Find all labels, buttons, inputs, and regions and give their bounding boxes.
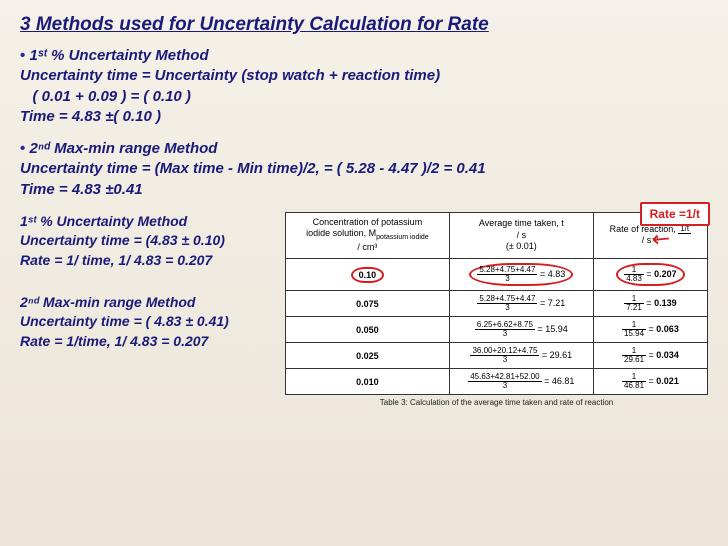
- cell-avg-time: 6.25+6.62+8.753 = 15.94: [449, 317, 593, 343]
- method1-line2: ( 0.01 + 0.09 ) = ( 0.10 ): [20, 87, 708, 107]
- cell-rate: 17.21 = 0.139: [593, 291, 707, 317]
- left-blocks: 1ˢᵗ % Uncertainty Method Uncertainty tim…: [20, 212, 275, 407]
- block2-line2: Rate = 1/time, 1/ 4.83 = 0.207: [20, 332, 275, 352]
- table-container: Rate =1/t ↙ Concentration of potassium i…: [285, 212, 708, 407]
- cell-rate: 146.81 = 0.021: [593, 369, 707, 395]
- cell-avg-time: 5.28+4.75+4.473 = 7.21: [449, 291, 593, 317]
- table-row: 0.02536.00+20.12+4.753 = 29.61129.61 = 0…: [286, 343, 708, 369]
- table-row: 0.0506.25+6.62+8.753 = 15.94115.94 = 0.0…: [286, 317, 708, 343]
- cell-concentration: 0.010: [286, 369, 450, 395]
- cell-concentration: 0.10: [286, 259, 450, 291]
- method1-line1: Uncertainty time = Uncertainty (stop wat…: [20, 66, 708, 86]
- col-header-time: Average time taken, t / s (± 0.01): [449, 212, 593, 258]
- method2-line1: Uncertainty time = (Max time - Min time)…: [20, 159, 708, 179]
- cell-rate: 115.94 = 0.063: [593, 317, 707, 343]
- block2: 2ⁿᵈ Max-min range Method Uncertainty tim…: [20, 293, 275, 352]
- block1: 1ˢᵗ % Uncertainty Method Uncertainty tim…: [20, 212, 275, 271]
- rate-badge: Rate =1/t: [640, 202, 710, 226]
- cell-avg-time: 5.28+4.75+4.473 = 4.83: [449, 259, 593, 291]
- bullet-icon: •: [20, 47, 25, 64]
- method2-section: • 2ⁿᵈ Max-min range Method Uncertainty t…: [20, 139, 708, 200]
- lower-area: 1ˢᵗ % Uncertainty Method Uncertainty tim…: [20, 212, 708, 407]
- cell-rate: 14.83 = 0.207: [593, 259, 707, 291]
- method2-line2: Time = 4.83 ±0.41: [20, 180, 708, 200]
- cell-concentration: 0.075: [286, 291, 450, 317]
- method1-heading: 1ˢᵗ % Uncertainty Method: [29, 47, 208, 64]
- table-caption: Table 3: Calculation of the average time…: [285, 398, 708, 407]
- slide-title: 3 Methods used for Uncertainty Calculati…: [20, 14, 708, 36]
- col-header-concentration: Concentration of potassium iodide soluti…: [286, 212, 450, 258]
- cell-avg-time: 45.63+42.81+52.003 = 46.81: [449, 369, 593, 395]
- block1-line2: Rate = 1/ time, 1/ 4.83 = 0.207: [20, 251, 275, 271]
- method2-heading: 2ⁿᵈ Max-min range Method: [29, 140, 217, 157]
- block2-line1: Uncertainty time = ( 4.83 ± 0.41): [20, 312, 275, 332]
- method1-line3: Time = 4.83 ±( 0.10 ): [20, 107, 708, 127]
- block2-heading: 2ⁿᵈ Max-min range Method: [20, 293, 275, 313]
- cell-avg-time: 36.00+20.12+4.753 = 29.61: [449, 343, 593, 369]
- cell-concentration: 0.050: [286, 317, 450, 343]
- data-table: Concentration of potassium iodide soluti…: [285, 212, 708, 395]
- table-row: 0.105.28+4.75+4.473 = 4.8314.83 = 0.207: [286, 259, 708, 291]
- cell-concentration: 0.025: [286, 343, 450, 369]
- block1-line1: Uncertainty time = (4.83 ± 0.10): [20, 231, 275, 251]
- table-row: 0.0755.28+4.75+4.473 = 7.2117.21 = 0.139: [286, 291, 708, 317]
- bullet-icon: •: [20, 140, 25, 157]
- cell-rate: 129.61 = 0.034: [593, 343, 707, 369]
- table-row: 0.01045.63+42.81+52.003 = 46.81146.81 = …: [286, 369, 708, 395]
- method1-section: • 1ˢᵗ % Uncertainty Method Uncertainty t…: [20, 46, 708, 127]
- block1-heading: 1ˢᵗ % Uncertainty Method: [20, 212, 275, 232]
